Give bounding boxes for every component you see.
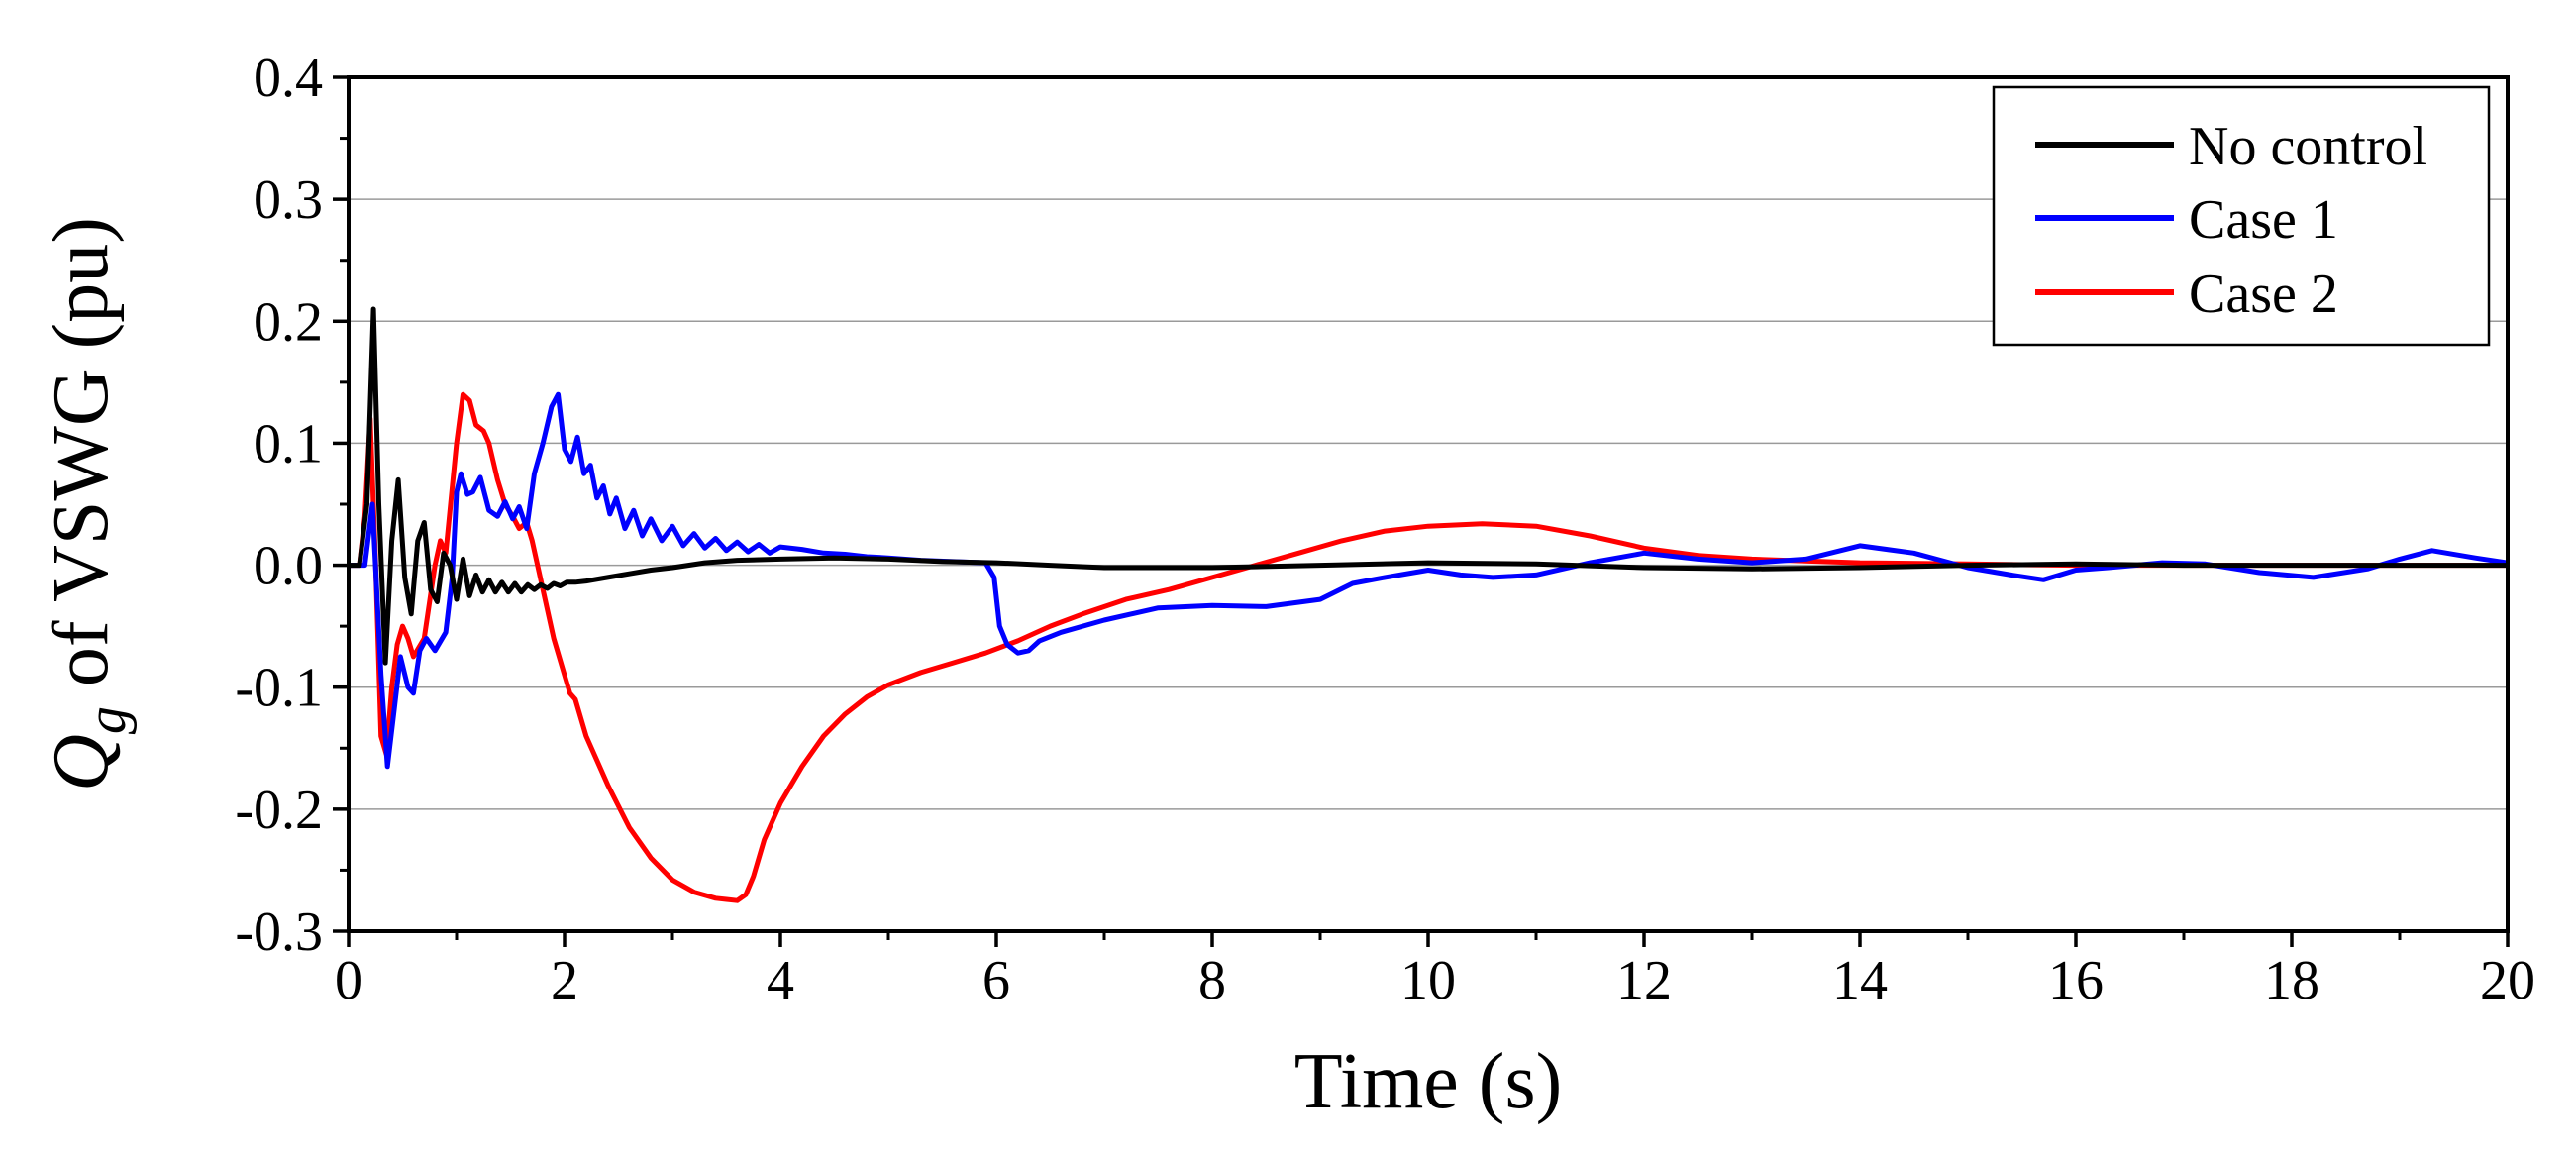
x-tick-label: 0 bbox=[335, 950, 362, 1011]
x-tick-label: 10 bbox=[1400, 950, 1456, 1011]
tick-labels: -0.3 -0.2 -0.1 0.0 0.1 0.2 0.3 0.4 0 2 4 6 8 10 12 14 16… bbox=[235, 48, 2535, 1011]
x-tick-label: 14 bbox=[1832, 950, 1888, 1011]
y-tick-label: -0.2 bbox=[235, 780, 323, 841]
y-tick-label: 0.1 bbox=[254, 413, 323, 474]
series-line-case-2 bbox=[349, 391, 2508, 903]
legend-label-case-1: Case 1 bbox=[2189, 189, 2338, 251]
y-tick-label: 0.0 bbox=[254, 536, 323, 597]
y-tick-label: 0.4 bbox=[254, 48, 323, 109]
y-tick-label: -0.3 bbox=[235, 901, 323, 963]
y-tick-label: -0.1 bbox=[235, 658, 323, 719]
x-tick-label: 8 bbox=[1198, 950, 1226, 1011]
y-tick-label: 0.3 bbox=[254, 169, 323, 231]
x-tick-label: 12 bbox=[1616, 950, 1672, 1011]
x-tick-label: 2 bbox=[551, 950, 578, 1011]
x-tick-label: 20 bbox=[2480, 950, 2535, 1011]
y-axis-subscript: g bbox=[76, 706, 138, 734]
x-tick-label: 4 bbox=[767, 950, 794, 1011]
x-tick-label: 16 bbox=[2048, 950, 2104, 1011]
x-axis-title: Time (s) bbox=[1294, 1038, 1562, 1125]
y-axis-text: of VSWG (pu) bbox=[38, 217, 125, 706]
y-axis-title: Qg of VSWG (pu) bbox=[38, 217, 138, 791]
x-tick-label: 18 bbox=[2264, 950, 2319, 1011]
y-axis-symbol: Q bbox=[38, 734, 125, 791]
y-tick-label: 0.2 bbox=[254, 291, 323, 353]
legend: No control Case 1 Case 2 bbox=[1992, 85, 2491, 347]
series-group bbox=[349, 306, 2508, 903]
axis-ticks bbox=[333, 75, 2510, 947]
series-line-no-control bbox=[349, 306, 2508, 666]
x-tick-label: 6 bbox=[982, 950, 1010, 1011]
legend-label-no-control: No control bbox=[2189, 116, 2427, 177]
legend-label-case-2: Case 2 bbox=[2189, 263, 2338, 325]
series-line-case-1 bbox=[349, 391, 2508, 770]
